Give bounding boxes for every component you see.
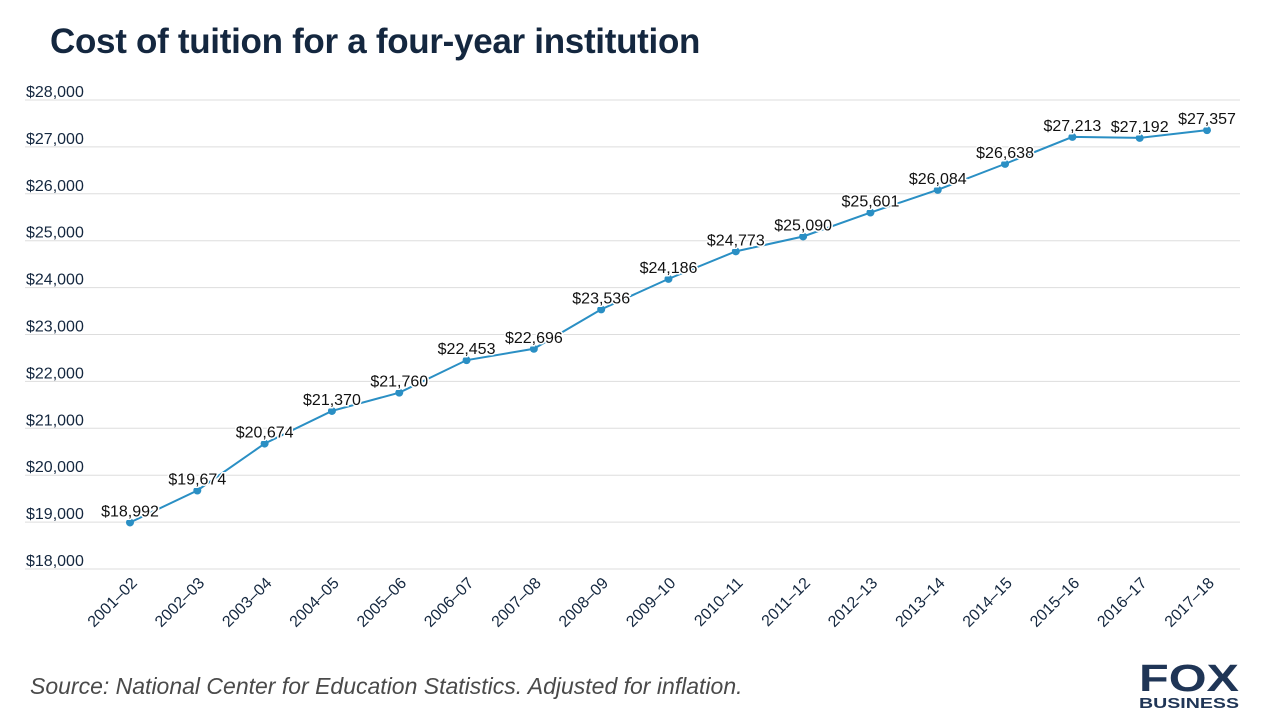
data-points	[126, 126, 1211, 527]
data-point	[1135, 133, 1144, 142]
data-label: $25,601	[842, 194, 900, 211]
x-tick-label: 2005–06	[354, 575, 410, 631]
source-note: Source: National Center for Education St…	[30, 673, 743, 699]
line-chart: $18,000 $19,000 $20,000 $21,000 $22,000 $23,0…	[25, 84, 1240, 631]
y-tick-label: $26,000	[26, 178, 84, 195]
x-tick-label: 2014–15	[960, 575, 1016, 631]
data-label: $18,992	[101, 503, 159, 520]
x-tick-label: 2017–18	[1162, 575, 1218, 631]
x-tick-label: 2008–09	[556, 575, 612, 631]
y-tick-label: $19,000	[26, 506, 84, 523]
x-tick-label: 2012–13	[825, 575, 881, 631]
y-tick-label: $24,000	[26, 272, 84, 289]
x-tick-label: 2015–16	[1027, 575, 1083, 631]
data-label: $22,453	[438, 341, 496, 358]
data-point	[395, 388, 404, 397]
y-tick-label: $23,000	[26, 319, 84, 336]
data-point	[126, 518, 134, 527]
data-point	[260, 439, 269, 448]
data-label: $27,192	[1111, 119, 1169, 136]
x-tick-label: 2004–05	[287, 575, 343, 631]
y-tick-label: $20,000	[26, 459, 84, 476]
x-tick-label: 2011–12	[759, 575, 814, 630]
y-tick-label: $22,000	[26, 365, 84, 382]
data-point	[529, 344, 538, 353]
data-point	[1068, 132, 1077, 141]
data-label: $21,370	[303, 392, 361, 409]
x-axis-tick-labels: 2001–02 2002–03 2003–04 2004–05 2005–06 2006–…	[85, 575, 1218, 631]
data-point	[731, 247, 740, 256]
logo-fox-text: FOX	[1139, 658, 1240, 700]
x-tick-label: 2006–07	[421, 575, 477, 631]
data-label: $24,186	[640, 260, 698, 277]
fox-business-logo: FOX BUSINESS	[1139, 658, 1240, 710]
gridlines	[25, 99, 1240, 570]
data-label: $27,357	[1178, 111, 1236, 128]
data-label: $26,084	[909, 171, 967, 188]
data-point	[866, 208, 875, 217]
y-tick-label: $18,000	[26, 553, 84, 570]
x-tick-label: 2009–10	[623, 575, 679, 631]
x-tick-label: 2007–08	[489, 575, 545, 631]
data-point	[664, 274, 673, 283]
data-label: $22,696	[505, 330, 563, 347]
chart-title: Cost of tuition for a four-year institut…	[50, 22, 701, 61]
x-tick-label: 2010–11	[691, 575, 746, 630]
data-point	[327, 406, 336, 415]
data-labels: $18,992 $19,674 $20,674 $21,370 $21,760 $22,4…	[100, 110, 1238, 522]
series-line	[129, 129, 1208, 524]
series-line-layer	[129, 129, 1208, 524]
data-point	[933, 185, 942, 194]
data-label: $24,773	[707, 232, 765, 249]
y-tick-label: $21,000	[26, 412, 84, 429]
data-label: $25,090	[774, 217, 832, 234]
x-tick-label: 2002–03	[152, 575, 208, 631]
y-axis-tick-labels: $18,000 $19,000 $20,000 $21,000 $22,000 $23,0…	[26, 84, 84, 570]
data-point	[462, 356, 471, 365]
x-tick-label: 2016–17	[1094, 575, 1150, 631]
data-point	[1001, 159, 1010, 168]
data-point	[1203, 126, 1211, 135]
logo-business-text: BUSINESS	[1139, 695, 1239, 710]
data-label: $26,638	[976, 145, 1034, 162]
x-tick-label: 2003–04	[219, 575, 275, 631]
data-point	[799, 232, 808, 241]
y-tick-label: $27,000	[26, 131, 84, 148]
data-label: $27,213	[1043, 118, 1101, 135]
x-tick-label: 2001–02	[85, 575, 141, 631]
data-point	[193, 486, 202, 495]
data-label: $20,674	[236, 425, 294, 442]
data-point	[597, 305, 606, 314]
y-tick-label: $25,000	[26, 225, 84, 242]
data-label: $19,674	[168, 471, 226, 488]
data-label: $21,760	[370, 374, 428, 391]
data-label: $23,536	[572, 290, 630, 307]
y-tick-label: $28,000	[26, 84, 84, 101]
x-tick-label: 2013–14	[893, 575, 949, 631]
